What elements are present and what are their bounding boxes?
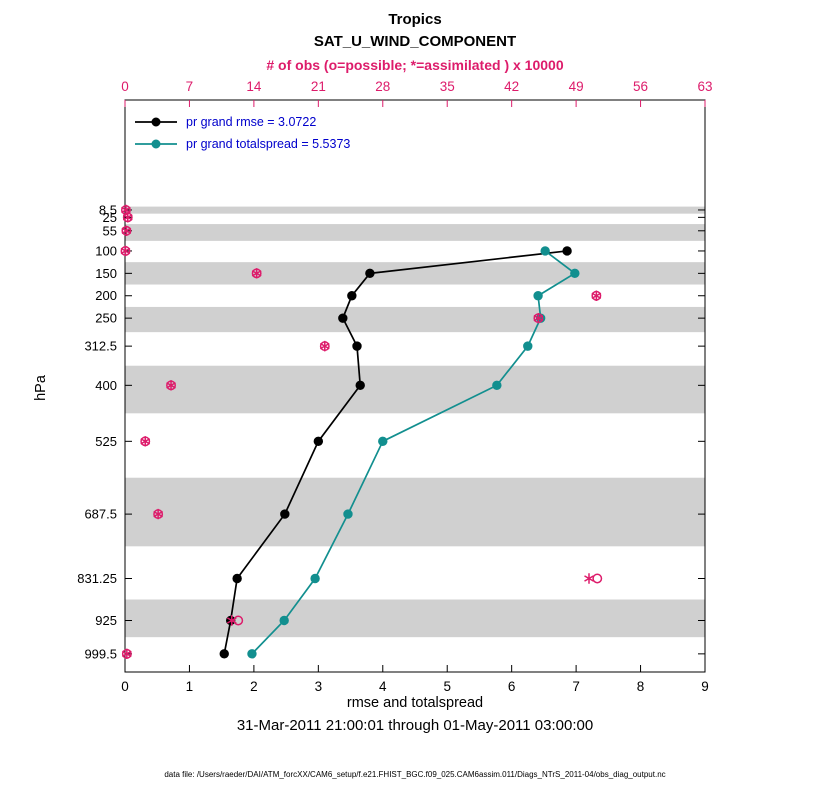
svg-text:312.5: 312.5 (84, 339, 117, 354)
svg-text:55: 55 (103, 223, 117, 238)
svg-text:1: 1 (186, 679, 194, 694)
date-range: 31-Mar-2011 21:00:01 through 01-May-2011… (236, 717, 594, 734)
svg-text:250: 250 (95, 311, 117, 326)
legend-totalspread-swatch (135, 139, 177, 149)
svg-text:6: 6 (508, 679, 516, 694)
svg-text:687.5: 687.5 (84, 507, 117, 522)
legend-item-totalspread: pr grand totalspread = 5.5373 (133, 135, 350, 153)
svg-text:42: 42 (504, 79, 519, 94)
svg-text:0: 0 (121, 679, 129, 694)
bottom-axis-ticks: 0 1 2 3 4 5 6 7 8 9 (121, 665, 709, 694)
rmse-series (219, 246, 572, 659)
y-axis-label: hPa (32, 375, 49, 401)
svg-text:7: 7 (186, 79, 194, 94)
obs-count-markers (120, 204, 603, 660)
svg-text:999.5: 999.5 (84, 646, 117, 661)
svg-text:831.25: 831.25 (77, 571, 117, 586)
svg-text:8: 8 (637, 679, 645, 694)
svg-text:25: 25 (103, 210, 117, 225)
chart-title: Tropics (388, 11, 442, 28)
legend-totalspread-label: pr grand totalspread = 5.5373 (186, 137, 351, 151)
svg-text:8.5: 8.5 (99, 202, 117, 217)
right-axis-ticks (698, 209, 705, 655)
legend-rmse-swatch (135, 117, 177, 127)
svg-text:100: 100 (95, 243, 117, 258)
chart-subtitle: SAT_U_WIND_COMPONENT (313, 33, 517, 50)
plot-border (124, 99, 706, 673)
legend-item-rmse: pr grand rmse = 3.0722 (133, 113, 350, 131)
top-axis-ticks: 0 7 14 21 28 35 42 49 56 63 (121, 79, 713, 107)
svg-text:56: 56 (633, 79, 648, 94)
shaded-bands (125, 206, 705, 638)
svg-text:5: 5 (443, 679, 451, 694)
svg-text:400: 400 (95, 378, 117, 393)
x-axis-label: rmse and totalspread (346, 695, 484, 711)
svg-text:2: 2 (250, 679, 258, 694)
svg-text:7: 7 (572, 679, 580, 694)
svg-text:3: 3 (315, 679, 323, 694)
data-file-path: data file: /Users/raeder/DAI/ATM_forcXX/… (164, 770, 666, 779)
svg-text:925: 925 (95, 613, 117, 628)
svg-text:525: 525 (95, 434, 117, 449)
legend-rmse-label: pr grand rmse = 3.0722 (186, 115, 317, 129)
svg-text:28: 28 (375, 79, 390, 94)
svg-text:0: 0 (121, 79, 129, 94)
legend: pr grand rmse = 3.0722 pr grand totalspr… (131, 111, 357, 155)
svg-text:35: 35 (440, 79, 455, 94)
svg-text:14: 14 (246, 79, 262, 94)
top-axis-label: # of obs (o=possible; *=assimilated ) x … (266, 57, 564, 73)
svg-text:63: 63 (697, 79, 712, 94)
svg-text:9: 9 (701, 679, 709, 694)
svg-text:4: 4 (379, 679, 387, 694)
svg-text:200: 200 (95, 288, 117, 303)
svg-text:150: 150 (95, 266, 117, 281)
svg-text:21: 21 (311, 79, 326, 94)
svg-text:49: 49 (569, 79, 584, 94)
